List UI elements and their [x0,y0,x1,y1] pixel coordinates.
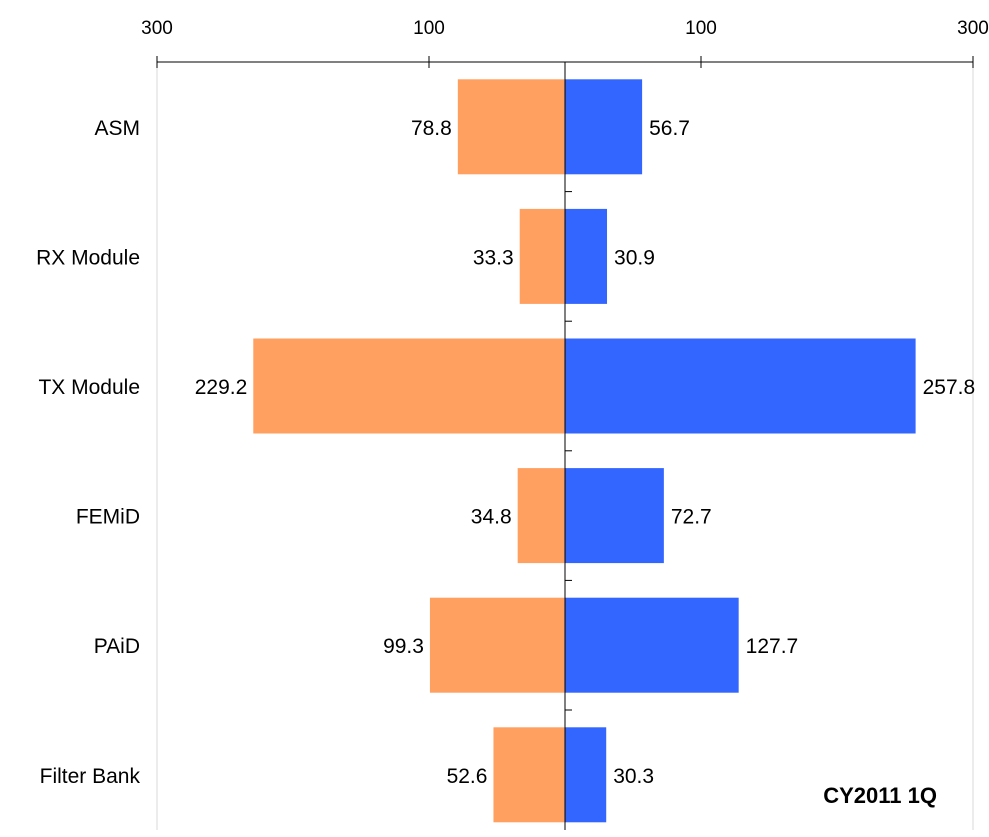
bar-left [517,468,565,564]
data-label-right: 257.8 [923,376,976,399]
bar-left [457,79,565,175]
data-label-left: 33.3 [473,246,514,269]
bar-left [519,208,565,304]
bar-right [565,338,916,434]
data-label-left: 78.8 [411,117,452,140]
data-label-left: 34.8 [471,506,512,529]
period-annotation: CY2011 1Q [823,783,937,808]
data-label-right: 72.7 [671,506,712,529]
data-label-right: 30.3 [613,765,654,788]
bar-left [493,727,565,823]
category-label: PAiD [94,635,140,658]
data-label-left: 99.3 [383,635,424,658]
category-label: TX Module [38,376,140,399]
category-label: RX Module [36,246,140,269]
data-label-right: 30.9 [614,246,655,269]
bar-right [565,79,643,175]
x-tick-label: 300 [141,18,173,39]
category-label: ASM [94,117,140,140]
bar-left [429,597,565,693]
data-label-right: 56.7 [649,117,690,140]
axis-layer [156,56,974,830]
bar-right [565,468,664,564]
bar-right [565,727,607,823]
x-tick-label: 300 [957,18,989,39]
x-tick-label: 100 [413,18,445,39]
bar-right [565,208,608,304]
bar-left [253,338,565,434]
labels-layer: 300 100 100 300 78.8 56.7 ASM 33.3 30.9 RX Module… [36,18,989,788]
bar-right [565,597,739,693]
x-tick-label: 100 [685,18,717,39]
data-label-left: 229.2 [195,376,248,399]
data-label-left: 52.6 [447,765,488,788]
category-label: FEMiD [76,506,140,529]
category-label: Filter Bank [40,765,141,788]
data-label-right: 127.7 [746,635,799,658]
bars-layer [253,79,916,823]
